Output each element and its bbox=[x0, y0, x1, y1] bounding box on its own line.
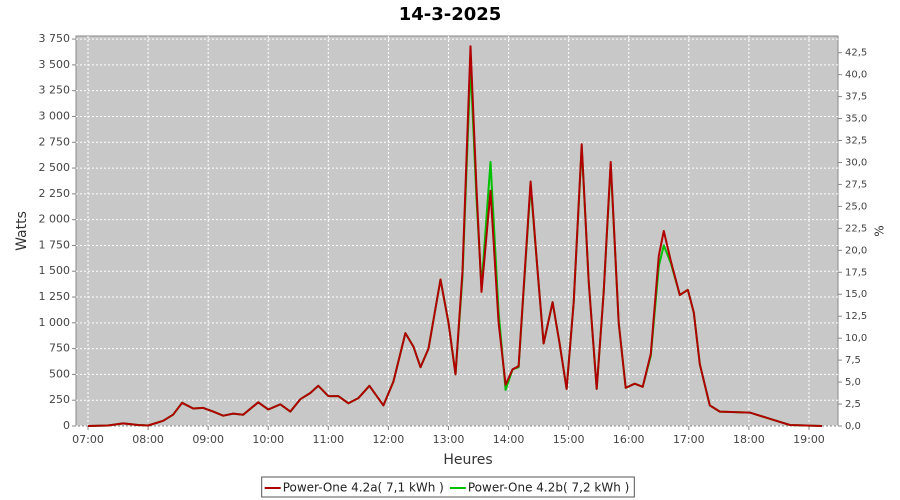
y-tick-label: 3 750 bbox=[39, 32, 71, 45]
x-tick-label: 19:00 bbox=[793, 433, 825, 446]
y-tick-label: 2 500 bbox=[39, 161, 71, 174]
y2-tick-label: 15,0 bbox=[845, 289, 867, 300]
x-tick-label: 15:00 bbox=[553, 433, 585, 446]
x-tick-label: 11:00 bbox=[312, 433, 344, 446]
x-tick-label: 18:00 bbox=[733, 433, 765, 446]
y2-tick-label: 32,5 bbox=[845, 136, 867, 147]
y-tick-label: 1 500 bbox=[39, 264, 71, 277]
x-tick-label: 10:00 bbox=[252, 433, 284, 446]
y-tick-label: 1 000 bbox=[39, 316, 71, 329]
x-tick-label: 12:00 bbox=[373, 433, 405, 446]
legend-label: Power-One 4.2a( 7,1 kWh ) bbox=[283, 481, 444, 495]
y2-tick-label: 12,5 bbox=[845, 311, 867, 322]
y2-tick-label: 37,5 bbox=[845, 92, 867, 103]
x-tick-label: 14:00 bbox=[493, 433, 525, 446]
y2-tick-label: 42,5 bbox=[845, 48, 867, 59]
y2-tick-label: 7,5 bbox=[845, 355, 861, 366]
chart-title: 14-3-2025 bbox=[399, 4, 502, 25]
y2-tick-label: 5,0 bbox=[845, 377, 861, 388]
y2-tick-label: 10,0 bbox=[845, 333, 867, 344]
x-tick-label: 17:00 bbox=[673, 433, 705, 446]
legend-box bbox=[261, 476, 635, 498]
y2-tick-label: 2,5 bbox=[845, 399, 861, 410]
plot-area bbox=[75, 35, 839, 427]
x-tick-label: 16:00 bbox=[613, 433, 645, 446]
y2-tick-label: 40,0 bbox=[845, 70, 867, 81]
y2-tick-label: 0,0 bbox=[845, 421, 861, 432]
y-tick-label: 3 250 bbox=[39, 84, 71, 97]
y2-tick-label: 20,0 bbox=[845, 245, 867, 256]
y-axis-title: Watts bbox=[14, 211, 30, 251]
y-tick-label: 250 bbox=[49, 393, 70, 406]
legend: Power-One 4.2a( 7,1 kWh ) Power-One 4.2b(… bbox=[261, 476, 635, 498]
x-tick-label: 09:00 bbox=[192, 433, 224, 446]
x-tick-label: 07:00 bbox=[72, 433, 104, 446]
y-tick-label: 750 bbox=[49, 342, 70, 355]
y2-tick-label: 25,0 bbox=[845, 201, 867, 212]
y-tick-label: 1 250 bbox=[39, 290, 71, 303]
x-tick-label: 08:00 bbox=[132, 433, 164, 446]
y-tick-label: 2 750 bbox=[39, 135, 71, 148]
y-tick-label: 2 250 bbox=[39, 187, 71, 200]
y2-tick-label: 30,0 bbox=[845, 157, 867, 168]
y-tick-label: 1 750 bbox=[39, 238, 71, 251]
x-axis-title: Heures bbox=[443, 452, 492, 468]
y-tick-label: 3 500 bbox=[39, 58, 71, 71]
series-line bbox=[87, 45, 823, 427]
x-tick-label: 13:00 bbox=[433, 433, 465, 446]
y-tick-label: 500 bbox=[49, 367, 70, 380]
y2-tick-label: 35,0 bbox=[845, 114, 867, 125]
y-tick-label: 3 000 bbox=[39, 109, 71, 122]
y-tick-label: 2 000 bbox=[39, 213, 71, 226]
y2-tick-label: 22,5 bbox=[845, 223, 867, 234]
y-tick-label: 0 bbox=[63, 419, 70, 432]
y2-axis-title: % bbox=[873, 225, 887, 236]
y2-tick-label: 17,5 bbox=[845, 267, 867, 278]
legend-label: Power-One 4.2b( 7,2 kWh ) bbox=[468, 481, 629, 495]
y2-tick-label: 27,5 bbox=[845, 179, 867, 190]
